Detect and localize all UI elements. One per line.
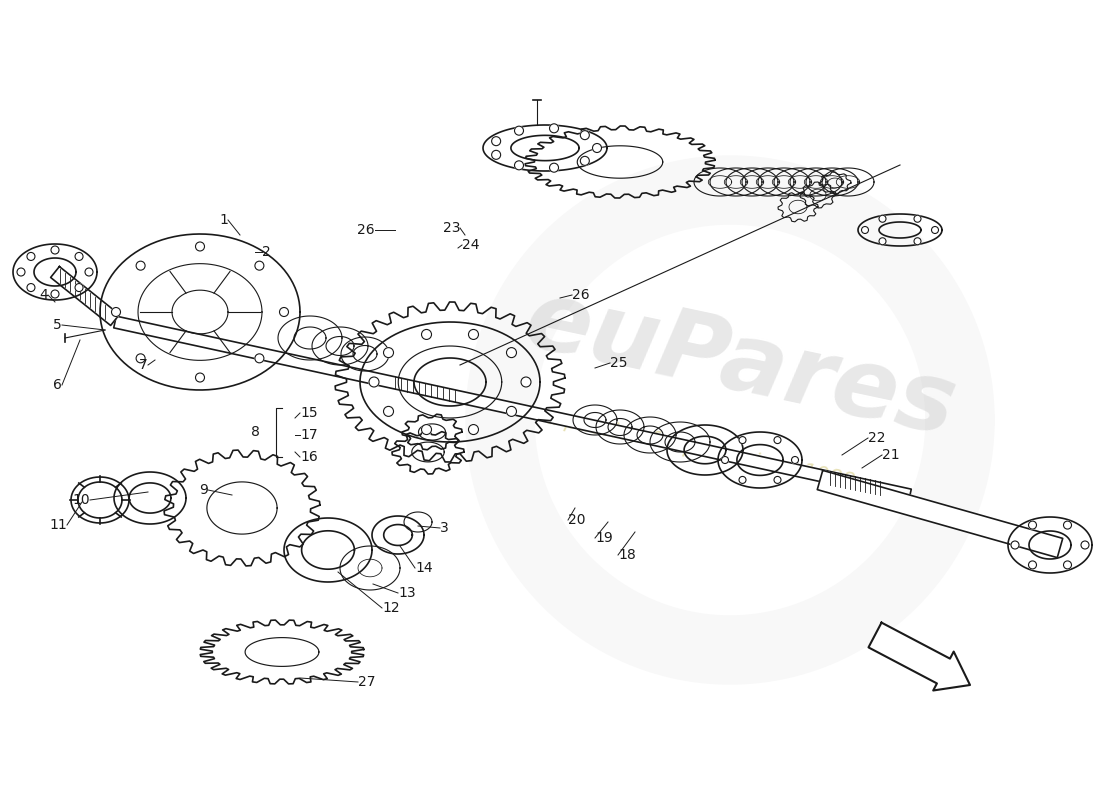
Polygon shape — [51, 266, 120, 326]
Circle shape — [51, 290, 59, 298]
Text: 9: 9 — [199, 483, 208, 497]
Text: 6: 6 — [53, 378, 62, 392]
Text: 21: 21 — [882, 448, 900, 462]
Circle shape — [421, 425, 431, 434]
Text: 15: 15 — [300, 406, 318, 420]
Text: a passion for parts since 1988: a passion for parts since 1988 — [543, 407, 856, 493]
Circle shape — [51, 246, 59, 254]
Circle shape — [1064, 561, 1071, 569]
Circle shape — [879, 238, 886, 245]
Text: 13: 13 — [398, 586, 416, 600]
Text: 18: 18 — [618, 548, 636, 562]
Circle shape — [85, 268, 94, 276]
Circle shape — [196, 242, 205, 251]
Text: 10: 10 — [73, 493, 90, 507]
Circle shape — [914, 238, 921, 245]
Text: 27: 27 — [358, 675, 375, 689]
Circle shape — [739, 477, 746, 483]
Circle shape — [515, 126, 524, 135]
Text: 20: 20 — [568, 513, 585, 527]
Circle shape — [550, 124, 559, 133]
Text: 8: 8 — [251, 426, 260, 439]
Circle shape — [774, 477, 781, 483]
Circle shape — [932, 226, 938, 234]
Text: 16: 16 — [300, 450, 318, 464]
Text: 23: 23 — [442, 221, 460, 235]
Circle shape — [593, 143, 602, 153]
Polygon shape — [817, 470, 1063, 558]
Circle shape — [879, 215, 886, 222]
Text: 3: 3 — [440, 521, 449, 535]
Circle shape — [136, 261, 145, 270]
Circle shape — [75, 283, 82, 291]
Circle shape — [515, 161, 524, 170]
Text: 24: 24 — [462, 238, 480, 252]
Circle shape — [255, 261, 264, 270]
Circle shape — [722, 457, 728, 463]
Text: 25: 25 — [610, 356, 627, 370]
Text: 19: 19 — [595, 531, 613, 545]
Circle shape — [111, 307, 121, 317]
Circle shape — [421, 330, 431, 339]
Circle shape — [1081, 541, 1089, 549]
Circle shape — [550, 163, 559, 172]
Text: 1: 1 — [219, 213, 228, 227]
Circle shape — [492, 150, 500, 159]
Circle shape — [506, 348, 517, 358]
Circle shape — [1028, 561, 1036, 569]
Circle shape — [368, 377, 379, 387]
Text: 5: 5 — [53, 318, 62, 332]
Circle shape — [914, 215, 921, 222]
Circle shape — [469, 330, 478, 339]
Text: 4: 4 — [40, 288, 48, 302]
Circle shape — [774, 437, 781, 443]
Circle shape — [492, 137, 500, 146]
Circle shape — [861, 226, 869, 234]
Circle shape — [792, 457, 799, 463]
Circle shape — [384, 348, 394, 358]
Text: 2: 2 — [262, 245, 271, 259]
Text: 26: 26 — [572, 288, 590, 302]
Text: 14: 14 — [415, 561, 432, 575]
Text: 17: 17 — [300, 428, 318, 442]
Circle shape — [1064, 521, 1071, 529]
Circle shape — [1011, 541, 1019, 549]
Circle shape — [255, 354, 264, 363]
Text: 26: 26 — [358, 223, 375, 237]
Circle shape — [28, 253, 35, 261]
Circle shape — [739, 437, 746, 443]
Circle shape — [136, 354, 145, 363]
Circle shape — [196, 373, 205, 382]
Text: 12: 12 — [382, 601, 399, 615]
Text: euPares: euPares — [516, 274, 964, 456]
Text: 7: 7 — [140, 358, 148, 372]
Circle shape — [16, 268, 25, 276]
Text: 11: 11 — [50, 518, 67, 532]
Circle shape — [506, 406, 517, 416]
Circle shape — [581, 156, 590, 166]
Circle shape — [1028, 521, 1036, 529]
Circle shape — [469, 425, 478, 434]
Polygon shape — [113, 316, 911, 501]
Circle shape — [581, 130, 590, 140]
Circle shape — [521, 377, 531, 387]
Text: 22: 22 — [868, 431, 886, 445]
Circle shape — [279, 307, 288, 317]
Circle shape — [75, 253, 82, 261]
Circle shape — [28, 283, 35, 291]
Circle shape — [384, 406, 394, 416]
Polygon shape — [869, 622, 970, 690]
